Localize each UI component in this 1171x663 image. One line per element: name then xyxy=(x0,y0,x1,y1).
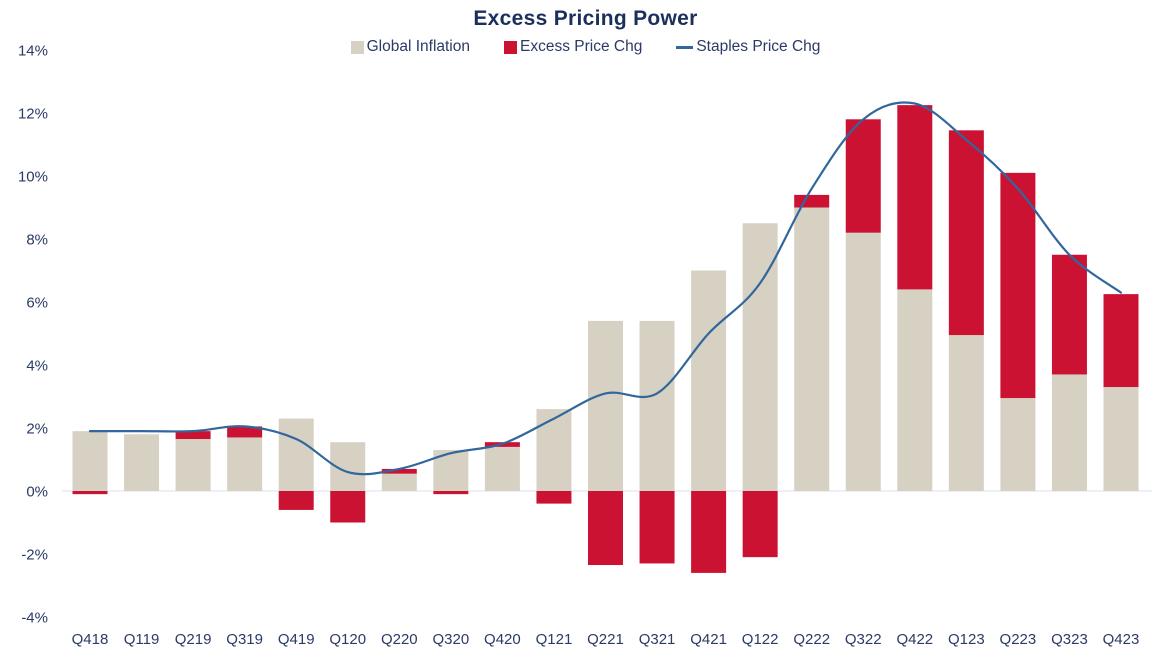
legend-item-excess-price-chg: Excess Price Chg xyxy=(504,38,642,56)
bar-excess-price-chg-q123 xyxy=(948,130,984,336)
bar-excess-price-chg-q423 xyxy=(1103,294,1139,388)
bar-excess-price-chg-q419 xyxy=(278,491,314,510)
bar-excess-price-chg-q422 xyxy=(897,105,933,290)
y-tick-label-10-: 10% xyxy=(18,169,48,186)
y-tick-label-6-: 6% xyxy=(26,295,48,312)
x-tick-label-q120: Q120 xyxy=(329,631,366,648)
legend-item-staples-price-chg: Staples Price Chg xyxy=(676,38,820,56)
excess-price-chg-swatch-icon xyxy=(504,40,517,54)
y-tick-label-4-: 4% xyxy=(26,358,48,375)
bar-global-inflation-q121 xyxy=(536,409,572,491)
y-tick-label-14-: 14% xyxy=(18,43,48,60)
y-tick-label-8-: 8% xyxy=(26,232,48,249)
y-tick-label--4-: -4% xyxy=(21,610,48,627)
y-tick-label-0-: 0% xyxy=(26,484,48,501)
x-tick-label-q123: Q123 xyxy=(948,631,985,648)
bar-excess-price-chg-q320 xyxy=(433,491,469,495)
bar-global-inflation-q219 xyxy=(175,439,211,491)
x-tick-label-q119: Q119 xyxy=(124,631,160,648)
staples-price-chg-line xyxy=(88,101,1123,476)
x-tick-label-q122: Q122 xyxy=(742,631,779,648)
bar-excess-price-chg-q120 xyxy=(330,491,366,523)
bar-excess-price-chg-q222 xyxy=(794,194,830,208)
legend-item-global-inflation: Global Inflation xyxy=(350,38,470,56)
bar-excess-price-chg-q221 xyxy=(588,491,623,566)
x-tick-label-q223: Q223 xyxy=(1000,631,1037,648)
x-tick-label-q423: Q423 xyxy=(1103,631,1140,648)
x-tick-label-q321: Q321 xyxy=(639,631,676,648)
bar-excess-price-chg-q219 xyxy=(175,431,211,440)
bar-excess-price-chg-q321 xyxy=(639,491,675,564)
bar-global-inflation-q322 xyxy=(845,232,881,491)
bar-excess-price-chg-q319 xyxy=(227,426,263,438)
chart-legend: Global Inflation Excess Price Chg Staple… xyxy=(0,38,1171,56)
x-tick-label-q421: Q421 xyxy=(690,631,727,648)
x-tick-label-q221: Q221 xyxy=(587,631,624,648)
bar-global-inflation-q220 xyxy=(381,473,417,491)
y-tick-label-12-: 12% xyxy=(18,106,48,123)
bar-global-inflation-q223 xyxy=(1000,398,1036,491)
bar-global-inflation-q421 xyxy=(691,270,727,491)
bar-excess-price-chg-q220 xyxy=(381,468,417,474)
x-tick-label-q220: Q220 xyxy=(381,631,418,648)
x-tick-label-q419: Q419 xyxy=(278,631,315,648)
bar-global-inflation-q422 xyxy=(897,289,933,491)
y-tick-label-2-: 2% xyxy=(26,421,48,438)
bar-global-inflation-q123 xyxy=(948,335,984,491)
chart-title: Excess Pricing Power xyxy=(473,7,698,30)
x-tick-label-q418: Q418 xyxy=(72,631,109,648)
bar-global-inflation-q419 xyxy=(278,418,314,491)
bar-excess-price-chg-q121 xyxy=(536,491,572,504)
x-tick-label-q322: Q322 xyxy=(845,631,882,648)
x-tick-label-q420: Q420 xyxy=(484,631,521,648)
x-tick-label-q320: Q320 xyxy=(432,631,469,648)
bar-global-inflation-q321 xyxy=(639,320,675,491)
bar-global-inflation-q122 xyxy=(742,223,778,491)
bar-global-inflation-q221 xyxy=(588,320,623,491)
legend-label-global-inflation: Global Inflation xyxy=(366,38,470,55)
bar-excess-price-chg-q322 xyxy=(845,119,881,233)
bar-global-inflation-q319 xyxy=(227,437,263,491)
bar-excess-price-chg-q223 xyxy=(1000,172,1036,399)
global-inflation-swatch-icon xyxy=(350,40,364,54)
bar-excess-price-chg-q122 xyxy=(742,491,778,558)
bar-global-inflation-q119 xyxy=(124,434,160,491)
bar-excess-price-chg-q323 xyxy=(1051,254,1087,375)
x-tick-label-q222: Q222 xyxy=(793,631,830,648)
x-tick-label-q323: Q323 xyxy=(1051,631,1088,648)
y-tick-label--2-: -2% xyxy=(21,547,48,564)
legend-label-staples-price-chg: Staples Price Chg xyxy=(696,38,821,55)
staples-price-chg-line-swatch-icon xyxy=(676,45,694,49)
x-tick-label-q422: Q422 xyxy=(896,631,933,648)
bar-global-inflation-q423 xyxy=(1103,387,1139,491)
x-tick-label-q121: Q121 xyxy=(536,631,573,648)
bar-global-inflation-q418 xyxy=(72,431,108,491)
bar-global-inflation-q323 xyxy=(1051,374,1087,491)
x-tick-label-q219: Q219 xyxy=(175,631,212,648)
bar-excess-price-chg-q418 xyxy=(72,491,108,495)
bar-excess-price-chg-q421 xyxy=(691,491,727,573)
x-tick-label-q319: Q319 xyxy=(226,631,263,648)
legend-label-excess-price-chg: Excess Price Chg xyxy=(520,38,643,55)
bar-global-inflation-q222 xyxy=(794,207,830,491)
bar-global-inflation-q420 xyxy=(484,446,520,491)
